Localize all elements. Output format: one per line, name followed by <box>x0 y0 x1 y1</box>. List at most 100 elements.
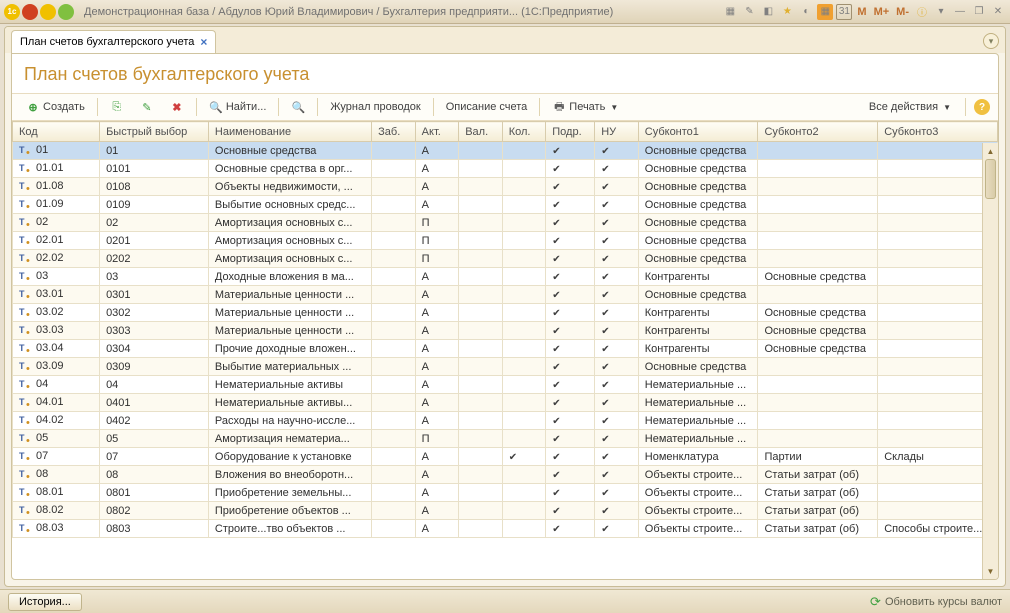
window-minimize-icon[interactable]: — <box>952 4 968 20</box>
cell-podr: ✔ <box>546 448 595 466</box>
window-restore-icon[interactable]: ❐ <box>971 4 987 20</box>
all-actions-button[interactable]: Все действия ▼ <box>863 99 957 115</box>
cell-akt: А <box>415 376 459 394</box>
refresh-icon[interactable]: ⟳ <box>870 594 881 610</box>
table-row[interactable]: 03.030303Материальные ценности ...А✔✔Кон… <box>13 322 998 340</box>
tool-icon[interactable]: ▦ <box>722 4 738 20</box>
table-row[interactable]: 0505Амортизация нематериа...П✔✔Нематериа… <box>13 430 998 448</box>
table-row[interactable]: 0303Доходные вложения в ма...А✔✔Контраге… <box>13 268 998 286</box>
tab-menu-icon[interactable]: ▾ <box>983 33 999 49</box>
memory-m-icon[interactable]: M <box>855 4 868 20</box>
table-row[interactable]: 03.090309Выбытие материальных ...А✔✔Осно… <box>13 358 998 376</box>
table-row[interactable]: 04.020402Расходы на научно-иссле...А✔✔Не… <box>13 412 998 430</box>
table-row[interactable]: 02.010201Амортизация основных с...П✔✔Осн… <box>13 232 998 250</box>
cell-bv: 02 <box>100 214 209 232</box>
col-nu[interactable]: НУ <box>595 122 639 142</box>
col-podr[interactable]: Подр. <box>546 122 595 142</box>
table-row[interactable]: 02.020202Амортизация основных с...П✔✔Осн… <box>13 250 998 268</box>
cell-nu: ✔ <box>595 430 639 448</box>
cell-zab <box>372 250 416 268</box>
cell-name: Амортизация основных с... <box>208 232 371 250</box>
vertical-scrollbar[interactable]: ▲ ▼ <box>982 143 998 579</box>
tool-icon[interactable]: ◧ <box>760 4 776 20</box>
create-button[interactable]: ⊕ Создать <box>20 98 91 116</box>
memory-mplus-icon[interactable]: M+ <box>872 4 892 20</box>
scroll-down-icon[interactable]: ▼ <box>983 563 998 579</box>
cell-s3 <box>878 268 998 286</box>
copy-button[interactable]: ⎘ <box>104 98 130 116</box>
cell-bv: 0302 <box>100 304 209 322</box>
favorite-icon[interactable]: ★ <box>779 4 795 20</box>
calculator-icon[interactable]: ▦ <box>817 4 833 20</box>
table-row[interactable]: 0404Нематериальные активыА✔✔Нематериальн… <box>13 376 998 394</box>
info-icon[interactable]: ⓘ <box>914 4 930 20</box>
cell-kol <box>502 214 546 232</box>
tab-close-icon[interactable]: × <box>200 35 207 49</box>
col-s1[interactable]: Субконто1 <box>638 122 758 142</box>
dropdown-icon[interactable]: ▾ <box>933 4 949 20</box>
journal-button[interactable]: Журнал проводок <box>324 99 426 115</box>
col-kol[interactable]: Кол. <box>502 122 546 142</box>
cell-val <box>459 160 503 178</box>
refresh-label[interactable]: Обновить курсы валют <box>885 596 1002 608</box>
table-row[interactable]: 0808Вложения во внеоборотн...А✔✔Объекты … <box>13 466 998 484</box>
table-row[interactable]: 04.010401Нематериальные активы...А✔✔Нема… <box>13 394 998 412</box>
description-button[interactable]: Описание счета <box>440 99 534 115</box>
table-row[interactable]: 01.080108Объекты недвижимости, ...А✔✔Осн… <box>13 178 998 196</box>
cell-podr: ✔ <box>546 520 595 538</box>
cell-s1: Основные средства <box>638 250 758 268</box>
cell-name: Выбытие основных средс... <box>208 196 371 214</box>
edit-button[interactable]: ✎ <box>134 98 160 116</box>
cell-podr: ✔ <box>546 268 595 286</box>
cell-akt: А <box>415 448 459 466</box>
table-row[interactable]: 03.020302Материальные ценности ...А✔✔Кон… <box>13 304 998 322</box>
col-akt[interactable]: Акт. <box>415 122 459 142</box>
table-row[interactable]: 0202Амортизация основных с...П✔✔Основные… <box>13 214 998 232</box>
memory-mminus-icon[interactable]: M- <box>894 4 911 20</box>
sys-maximize-icon[interactable] <box>58 4 74 20</box>
cell-s2: Основные средства <box>758 322 878 340</box>
col-s2[interactable]: Субконто2 <box>758 122 878 142</box>
find-button[interactable]: 🔍 Найти... <box>203 98 273 116</box>
col-val[interactable]: Вал. <box>459 122 503 142</box>
table-row[interactable]: 01.090109Выбытие основных средс...А✔✔Осн… <box>13 196 998 214</box>
tool-icon[interactable]: ✎ <box>741 4 757 20</box>
window-close-icon[interactable]: ✕ <box>990 4 1006 20</box>
table-row[interactable]: 08.010801Приобретение земельны...А✔✔Объе… <box>13 484 998 502</box>
cell-bv: 0109 <box>100 196 209 214</box>
delete-button[interactable]: ✖ <box>164 98 190 116</box>
col-bv[interactable]: Быстрый выбор <box>100 122 209 142</box>
col-s3[interactable]: Субконто3 <box>878 122 998 142</box>
print-button[interactable]: 🖶 Печать ▼ <box>546 98 624 116</box>
zoom-button[interactable]: 🔍 <box>285 98 311 116</box>
col-zab[interactable]: Заб. <box>372 122 416 142</box>
cell-s3 <box>878 232 998 250</box>
cell-s1: Объекты строите... <box>638 502 758 520</box>
table-row[interactable]: 0707Оборудование к установкеА✔✔✔Номенкла… <box>13 448 998 466</box>
scroll-up-icon[interactable]: ▲ <box>983 143 998 159</box>
cell-val <box>459 142 503 160</box>
table-row[interactable]: 01.010101Основные средства в орг...А✔✔Ос… <box>13 160 998 178</box>
header-row: Код Быстрый выбор Наименование Заб. Акт.… <box>13 122 998 142</box>
statusbar: История... ⟳ Обновить курсы валют <box>0 589 1010 613</box>
tab-active[interactable]: План счетов бухгалтерского учета × <box>11 30 216 53</box>
scroll-thumb[interactable] <box>985 159 996 199</box>
tool-icon[interactable]: ◐ <box>798 4 814 20</box>
col-name[interactable]: Наименование <box>208 122 371 142</box>
table-row[interactable]: 03.040304Прочие доходные вложен...А✔✔Кон… <box>13 340 998 358</box>
history-button[interactable]: История... <box>8 593 82 611</box>
sys-close-icon[interactable] <box>22 4 38 20</box>
cell-akt: П <box>415 430 459 448</box>
table-row[interactable]: 08.030803Строите...тво объектов ...А✔✔Об… <box>13 520 998 538</box>
calendar-icon[interactable]: 31 <box>836 4 852 20</box>
cell-val <box>459 358 503 376</box>
table-row[interactable]: 03.010301Материальные ценности ...А✔✔Осн… <box>13 286 998 304</box>
table-row[interactable]: 08.020802Приобретение объектов ...А✔✔Объ… <box>13 502 998 520</box>
cell-s3: Способы строите... <box>878 520 998 538</box>
help-button[interactable]: ? <box>974 99 990 115</box>
cell-podr: ✔ <box>546 250 595 268</box>
table-row[interactable]: 0101Основные средстваА✔✔Основные средств… <box>13 142 998 160</box>
col-kod[interactable]: Код <box>13 122 100 142</box>
cell-s2 <box>758 214 878 232</box>
sys-minimize-icon[interactable] <box>40 4 56 20</box>
